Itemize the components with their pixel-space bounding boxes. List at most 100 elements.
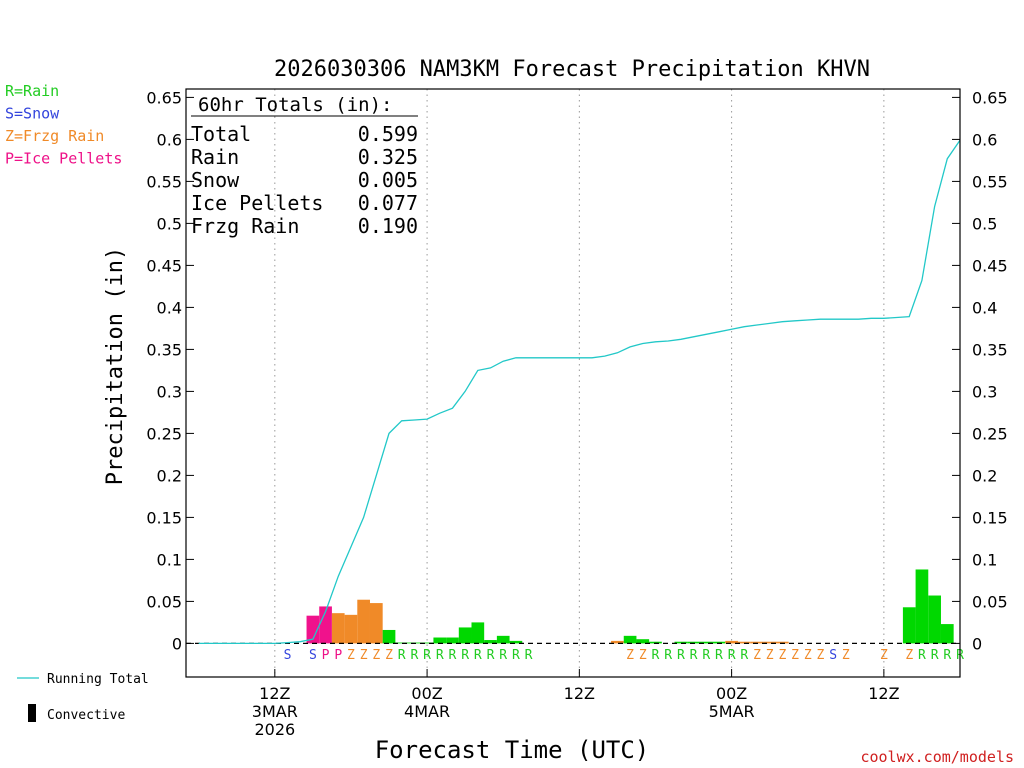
y-tick-label: 0.35 <box>146 340 182 359</box>
legend-bar-swatch <box>28 704 36 722</box>
y-tick-label-right: 0.65 <box>972 88 1008 107</box>
precip-bar-R <box>458 627 472 644</box>
plot-frame <box>185 88 961 678</box>
x-tick-label: 00Z <box>716 684 747 703</box>
type-marker-Z: Z <box>626 648 634 663</box>
precip-bar-R <box>687 641 700 644</box>
y-axis-right: 0.65 0.6 0.55 0.5 0.45 0.4 0.35 0.3 0.25 0.2 0.15 0… <box>952 88 1008 653</box>
x-tick-label: 3MAR <box>252 702 298 721</box>
running-total-line <box>198 139 961 645</box>
x-tick-label: 5MAR <box>709 702 755 721</box>
y-tick-label: 0.5 <box>157 214 182 233</box>
y-tick-label-right: 0.3 <box>972 382 997 401</box>
y-tick-label-right: 0.5 <box>972 214 997 233</box>
x-tick-label: 12Z <box>868 684 899 703</box>
gridlines <box>274 89 885 677</box>
y-tick-label-right: 0.25 <box>972 424 1008 443</box>
chart-title: 2026030306 NAM3KM Forecast Precipitation… <box>274 57 870 82</box>
type-marker-R: R <box>474 648 482 663</box>
type-marker-R: R <box>423 648 431 663</box>
y-axis-left: 0.65 0.6 0.55 0.5 0.45 0.4 0.35 0.3 0.25 0.2 0.15 0… <box>146 88 194 653</box>
y-tick-label-right: 0.45 <box>972 256 1008 275</box>
y-tick-label-right: 0.2 <box>972 466 997 485</box>
type-marker-Z: Z <box>817 648 825 663</box>
type-marker-Z: Z <box>905 648 913 663</box>
precip-bar-Z <box>750 641 764 644</box>
y-tick-label: 0.25 <box>146 424 182 443</box>
totals-row-label: Total <box>191 122 251 146</box>
type-marker-R: R <box>449 648 457 663</box>
precip-bar-R <box>636 639 650 644</box>
precip-bar-R <box>446 637 459 644</box>
x-tick-label: 00Z <box>411 684 442 703</box>
precip-bar-R <box>940 624 954 644</box>
y-tick-label: 0.15 <box>146 508 182 527</box>
type-marker-Z: Z <box>753 648 761 663</box>
precip-bar-P <box>306 615 320 644</box>
y-tick-label: 0.6 <box>157 130 182 149</box>
totals-row-label: Snow <box>191 168 240 192</box>
type-marker-R: R <box>931 648 939 663</box>
precip-bar-R <box>623 635 637 644</box>
y-tick-label-right: 0.35 <box>972 340 1008 359</box>
totals-row-value: 0.005 <box>358 168 418 192</box>
type-marker-P: P <box>334 648 342 663</box>
precip-bar-R <box>509 640 523 644</box>
type-marker-Z: Z <box>842 648 850 663</box>
type-marker-Z: Z <box>639 648 647 663</box>
totals-row-value: 0.077 <box>358 191 418 215</box>
x-tick-label: 12Z <box>564 684 595 703</box>
precip-bar-Z <box>776 641 789 644</box>
type-marker-R: R <box>677 648 685 663</box>
precip-type-legend: R=Rain S=Snow Z=Frzg Rain P=Ice Pellets <box>5 82 122 168</box>
precip-bar-Z <box>725 640 738 644</box>
precip-bar-R <box>712 641 726 644</box>
totals-box: 60hr Totals (in): Total 0.599 Rain 0.325 Snow… <box>191 94 418 238</box>
type-legend-entry: P=Ice Pellets <box>5 150 122 168</box>
legend-label: Convective <box>47 708 125 723</box>
precip-bar-R <box>699 641 713 644</box>
precip-bar-R <box>649 641 662 644</box>
precip-bar-Z <box>357 599 370 644</box>
precip-bar-Z <box>763 641 777 644</box>
y-tick-label-right: 0.4 <box>972 298 997 317</box>
totals-row-label: Rain <box>191 145 239 169</box>
x-tick-label: 4MAR <box>404 702 450 721</box>
y-tick-label-right: 0.1 <box>972 550 997 569</box>
x-axis-label: Forecast Time (UTC) <box>375 736 650 764</box>
precip-bar-R <box>420 642 434 644</box>
type-marker-R: R <box>398 648 406 663</box>
type-marker-R: R <box>512 648 520 663</box>
totals-heading: 60hr Totals (in): <box>198 94 392 116</box>
type-legend-entry: S=Snow <box>5 105 60 123</box>
type-marker-R: R <box>525 648 533 663</box>
y-axis-label: Precipitation (in) <box>103 247 128 485</box>
totals-row-label: Frzg Rain <box>191 214 299 238</box>
y-tick-label: 0.65 <box>146 88 182 107</box>
type-marker-Z: Z <box>791 648 799 663</box>
type-marker-S: S <box>309 648 317 663</box>
precip-bar-R <box>928 595 941 644</box>
type-marker-S: S <box>829 648 837 663</box>
precip-bar-R <box>496 635 510 644</box>
precip-bar-R <box>915 569 929 644</box>
precip-bar-R <box>902 607 916 644</box>
y-tick-label-right: 0.15 <box>972 508 1008 527</box>
legend-label: Running Total <box>47 672 149 687</box>
type-marker-R: R <box>918 648 926 663</box>
type-marker-R: R <box>499 648 507 663</box>
type-marker-Z: Z <box>360 648 368 663</box>
type-marker-R: R <box>943 648 951 663</box>
precip-bar-Z <box>331 613 345 644</box>
y-tick-label: 0.55 <box>146 172 182 191</box>
series-legend: Running Total Convective <box>17 672 149 723</box>
precip-bar-R <box>395 642 409 644</box>
x-tick-label: 2026 <box>254 720 295 739</box>
y-tick-label-right: 0.6 <box>972 130 997 149</box>
y-tick-label-right: 0.05 <box>972 592 1008 611</box>
totals-row-value: 0.190 <box>358 214 418 238</box>
type-marker-R: R <box>702 648 710 663</box>
type-marker-P: P <box>322 648 330 663</box>
